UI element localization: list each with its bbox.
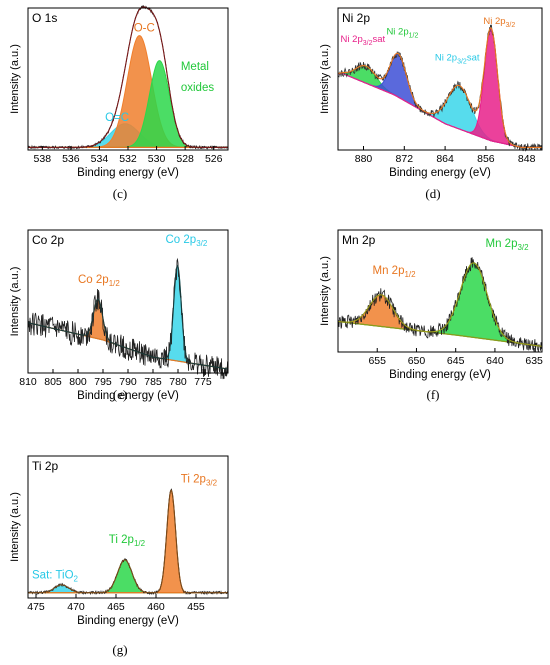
chart-f: 655 650 645 640 635 Mn 2p Binding energy (eV) I… [319, 229, 543, 381]
x-tick-label: 538 [34, 153, 52, 165]
x-axis-label: Binding energy (eV) [77, 167, 179, 179]
peak-label-2: Ni 2p3/2sat [435, 53, 480, 66]
x-tick-label: 455 [187, 601, 205, 613]
x-tick-label: 528 [176, 153, 194, 165]
envelope-line [28, 6, 228, 148]
caption-c: (c) [112, 186, 128, 201]
envelope-line [337, 27, 542, 148]
x-tick-label: 526 [205, 153, 223, 165]
envelope-line [28, 489, 228, 594]
caption-g: (g) [112, 642, 128, 657]
chart-title: Ni 2p [342, 11, 370, 25]
peak-label-0: Mn 2p1/2 [373, 265, 417, 279]
raw-data-line [337, 257, 543, 352]
envelope-line [27, 264, 229, 370]
envelope-line [338, 262, 543, 347]
x-tick-label: 470 [67, 601, 85, 613]
y-axis-label: Intensity (a.u.) [9, 267, 21, 337]
peak-label-0: Ti 2p3/2 [181, 473, 218, 487]
peak-label-3: O=C [105, 112, 129, 124]
x-tick-label: 880 [355, 153, 373, 165]
peak-label-0: Ni 2p3/2sat [341, 34, 386, 47]
panel-c: 538 536 534 532 530 528 526 O 1s Binding energy … [0, 0, 240, 201]
caption-e: (e) [112, 387, 128, 402]
x-tick-label: 805 [44, 376, 62, 388]
y-axis-label: Intensity (a.u.) [9, 44, 21, 114]
chart-g: 475 470 465 460 455 Ti 2p Binding energy (eV) I… [9, 455, 229, 627]
x-tick-label: 856 [477, 153, 495, 165]
x-tick-label: 872 [396, 153, 414, 165]
x-tick-label: 780 [169, 376, 187, 388]
y-axis-label: Intensity (a.u.) [319, 256, 331, 326]
y-axis-label: Intensity (a.u.) [9, 492, 21, 562]
x-tick-label: 785 [144, 376, 162, 388]
peak-label-1: Ni 2p1/2 [386, 26, 418, 39]
x-axis-label: Binding energy (eV) [389, 167, 491, 179]
x-tick-label: 650 [408, 355, 426, 367]
x-tick-label: 795 [94, 376, 112, 388]
plot-frame [27, 455, 229, 599]
chart-title: Ti 2p [32, 459, 59, 473]
panel-f: 655 650 645 640 635 Mn 2p Binding energy (eV) I… [300, 222, 550, 422]
x-tick-label: 536 [62, 153, 80, 165]
chart-title: O 1s [32, 11, 57, 25]
caption-f: (f) [426, 387, 440, 402]
peak-fill-1 [337, 262, 543, 347]
x-tick-label: 475 [27, 601, 45, 613]
x-tick-label: 848 [518, 153, 536, 165]
peak-label-1: Mn 2p3/2 [486, 238, 530, 252]
chart-title: Co 2p [32, 233, 64, 247]
x-axis-label: Binding energy (eV) [77, 390, 179, 402]
x-tick-label: 864 [436, 153, 454, 165]
x-tick-label: 790 [119, 376, 137, 388]
x-tick-label: 635 [525, 355, 543, 367]
x-tick-label: 640 [486, 355, 504, 367]
chart-e: 810 805 800 795 790 785 780 775 Co 2p Binding ene… [9, 229, 229, 402]
panel-d: 880 872 864 856 848 Ni 2p Binding energy (eV) I… [300, 0, 550, 201]
plot-frame [337, 7, 543, 151]
y-axis-label: Intensity (a.u.) [319, 44, 331, 114]
peak-label-1: Ti 2p1/2 [109, 534, 146, 548]
baseline-line [338, 73, 542, 148]
x-tick-label: 645 [447, 355, 465, 367]
x-tick-label: 655 [368, 355, 386, 367]
peak-label-0: Co 2p1/2 [78, 274, 120, 288]
peak-label-1: Co 2p3/2 [166, 234, 208, 248]
panel-g: 475 470 465 460 455 Ti 2p Binding energy (eV) I… [0, 448, 240, 665]
plot-frame [337, 229, 543, 353]
peak-label-0: O-C [134, 23, 155, 35]
x-tick-label: 465 [107, 601, 125, 613]
x-tick-label: 775 [194, 376, 212, 388]
x-tick-label: 810 [19, 376, 37, 388]
x-axis-label: Binding energy (eV) [77, 615, 179, 627]
peak-label-3: Ni 2p3/2 [483, 16, 515, 29]
peak-label-2: oxides [181, 82, 214, 94]
chart-title: Mn 2p [342, 233, 376, 247]
x-tick-label: 534 [91, 153, 109, 165]
peak-label-1: Metal [181, 61, 209, 73]
x-tick-label: 530 [148, 153, 166, 165]
peak-fill-0 [27, 298, 229, 370]
panel-e: 810 805 800 795 790 785 780 775 Co 2p Binding ene… [0, 222, 240, 422]
chart-c: 538 536 534 532 530 528 526 O 1s Binding energy … [9, 5, 229, 179]
x-tick-label: 532 [119, 153, 137, 165]
caption-d: (d) [425, 186, 441, 201]
chart-d: 880 872 864 856 848 Ni 2p Binding energy (eV) I… [319, 7, 543, 179]
x-tick-label: 800 [69, 376, 87, 388]
peak-label-2: Sat: TiO2 [32, 569, 79, 583]
raw-data-line [27, 257, 229, 380]
x-axis-label: Binding energy (eV) [389, 369, 491, 381]
x-tick-label: 460 [147, 601, 165, 613]
